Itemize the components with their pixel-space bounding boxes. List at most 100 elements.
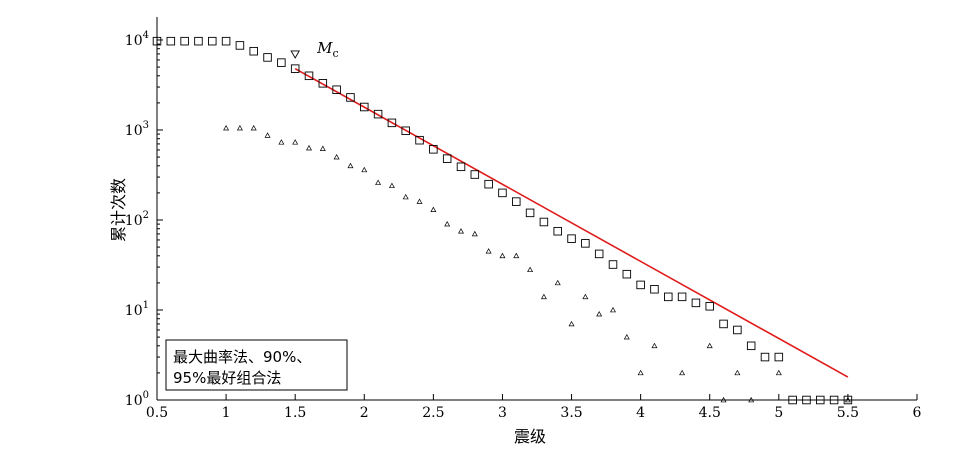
y-tick-label: 101	[125, 300, 149, 319]
data-point-square	[553, 226, 562, 236]
data-point-triangle	[458, 228, 464, 234]
x-tick-label: 5.5	[837, 405, 859, 421]
data-point-square	[304, 71, 314, 81]
data-point-triangle	[223, 124, 230, 131]
data-point-triangle	[278, 139, 285, 145]
data-point-triangle	[568, 320, 575, 327]
ticks: 0.5 1 1.5 2 2.5 3 3.5 4 4.5 5 5.5 6 100 101 102 103 104	[125, 30, 922, 421]
x-tick-label: 6	[913, 405, 922, 421]
data-point-triangle	[679, 369, 686, 376]
x-tick-label: 4.5	[699, 405, 721, 421]
data-point-square	[760, 352, 770, 362]
data-point-square	[705, 302, 714, 311]
data-point-triangle	[540, 293, 547, 300]
data-point-square	[263, 53, 272, 62]
data-point-triangle	[706, 342, 713, 349]
data-point-square	[387, 118, 397, 128]
x-tick-label: 3	[498, 405, 507, 421]
data-point-square	[152, 36, 162, 46]
x-tick-label: 2.5	[422, 405, 444, 421]
data-point-triangle	[775, 369, 782, 376]
data-point-triangle	[734, 369, 741, 376]
data-point-square	[719, 319, 728, 329]
x-tick-label: 1	[222, 405, 231, 421]
data-point-triangle	[596, 310, 603, 317]
x-tick-label: 5	[774, 405, 783, 421]
mc-marker	[290, 50, 300, 59]
data-point-square	[802, 395, 811, 405]
data-point-triangle	[333, 153, 340, 160]
data-point-square	[456, 162, 466, 172]
data-point-square	[664, 292, 673, 302]
data-point-square	[594, 249, 604, 259]
data-point-square	[318, 79, 328, 88]
data-point-triangle	[844, 396, 851, 403]
data-point-triangle	[513, 252, 520, 259]
data-point-square	[512, 197, 521, 206]
data-point-triangle	[748, 396, 755, 403]
data-point-square	[691, 298, 701, 308]
mc-label: Mc	[316, 39, 339, 60]
fit-line-series	[294, 67, 849, 378]
data-point-square	[539, 217, 549, 227]
data-point-square	[373, 109, 383, 119]
data-point-triangle	[388, 182, 395, 189]
data-point-square	[484, 179, 493, 189]
data-point-square	[470, 170, 480, 179]
data-point-triangle	[554, 279, 561, 286]
legend-box: 最大曲率法、90%、 95%最好组合法	[165, 339, 348, 391]
cumulative-count-series	[152, 36, 853, 405]
data-point-triangle	[250, 124, 257, 131]
data-point-square	[166, 36, 176, 46]
data-point-square	[401, 126, 410, 136]
data-point-square	[208, 36, 217, 46]
data-point-square	[774, 352, 784, 362]
x-tick-label: 3.5	[560, 405, 582, 421]
y-axis-title: 累计次数	[109, 178, 128, 242]
mc-annotation: Mc	[290, 39, 339, 60]
data-point-square	[360, 102, 369, 112]
y-tick-label: 103	[125, 120, 149, 139]
data-point-triangle	[623, 333, 630, 340]
data-point-square	[277, 58, 286, 67]
data-point-square	[194, 36, 203, 46]
y-tick-label: 104	[125, 30, 149, 49]
data-point-triangle	[444, 220, 451, 227]
data-point-square	[235, 41, 245, 50]
data-point-square	[180, 36, 189, 46]
data-point-square	[733, 325, 742, 335]
data-point-square	[249, 46, 258, 56]
data-point-square	[498, 188, 507, 198]
data-point-square	[332, 85, 341, 94]
legend-line-2: 95%最好组合法	[173, 369, 281, 387]
data-point-triangle	[375, 179, 382, 185]
data-point-triangle	[610, 306, 616, 313]
data-point-square	[816, 395, 825, 405]
data-point-triangle	[527, 266, 534, 273]
data-point-square	[221, 36, 231, 46]
data-point-square	[608, 260, 618, 269]
x-axis-title: 震级	[514, 427, 546, 446]
data-point-square	[677, 292, 687, 302]
data-point-triangle	[319, 145, 326, 151]
data-point-square	[429, 145, 438, 154]
data-point-triangle	[485, 248, 492, 254]
data-point-square	[442, 154, 452, 163]
data-point-triangle	[347, 162, 354, 169]
x-tick-label: 4	[636, 405, 645, 421]
fit-line	[294, 67, 849, 378]
data-point-triangle	[361, 166, 368, 173]
legend-line-1: 最大曲率法、90%、	[173, 348, 311, 366]
data-point-triangle	[637, 369, 644, 376]
data-point-triangle	[582, 293, 589, 300]
y-tick-label: 100	[125, 390, 149, 409]
data-point-square	[829, 395, 839, 405]
data-point-square	[636, 280, 645, 290]
data-point-square	[525, 208, 535, 218]
data-point-triangle	[306, 144, 312, 151]
y-tick-label: 102	[125, 210, 149, 229]
data-point-triangle	[430, 206, 437, 213]
data-point-square	[650, 285, 659, 294]
x-tick-label: 0.5	[146, 405, 168, 421]
